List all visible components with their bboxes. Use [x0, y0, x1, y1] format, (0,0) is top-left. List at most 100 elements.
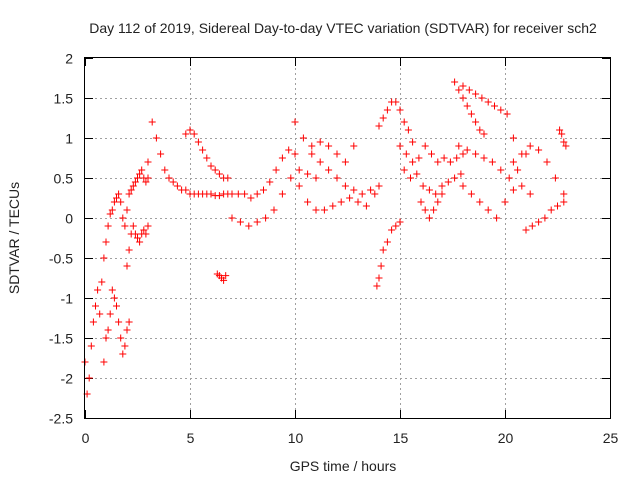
data-point [367, 186, 375, 194]
data-point [144, 158, 152, 166]
data-point [459, 82, 467, 90]
data-point [373, 282, 381, 290]
data-point [383, 238, 391, 246]
data-point [350, 142, 358, 150]
data-point [121, 222, 129, 230]
data-point [358, 190, 366, 198]
data-point [304, 198, 312, 206]
series-tail-23h [556, 126, 570, 150]
series-climb-14-to-15 [373, 218, 404, 290]
data-point [253, 218, 261, 226]
data-point [392, 98, 400, 106]
data-point [459, 94, 467, 102]
series-peak-18-to-20 [459, 82, 517, 142]
data-point [123, 206, 131, 214]
data-point [535, 218, 543, 226]
y-tick-label: -2 [61, 371, 74, 387]
data-point [329, 202, 337, 210]
data-point [115, 318, 123, 326]
y-tick-label: 1.5 [54, 91, 74, 107]
data-point [409, 158, 417, 166]
data-point [432, 190, 440, 198]
x-tick-label: 5 [187, 430, 195, 446]
data-point [488, 158, 496, 166]
data-point [89, 318, 97, 326]
data-point [272, 166, 280, 174]
x-tick-label: 20 [498, 430, 514, 446]
series-low-18-to-21 [459, 182, 534, 222]
data-point [438, 190, 446, 198]
data-point [484, 98, 492, 106]
data-point [337, 198, 345, 206]
data-point [169, 178, 177, 186]
data-point [457, 170, 465, 178]
data-point [113, 302, 120, 310]
data-point [491, 102, 498, 110]
data-point [131, 230, 139, 238]
data-point [142, 178, 150, 186]
data-point [320, 206, 328, 214]
data-point [377, 262, 385, 270]
data-point [140, 226, 148, 234]
data-point [115, 190, 123, 198]
data-point [333, 150, 341, 158]
data-point [526, 142, 534, 150]
data-point [493, 214, 501, 222]
data-point [407, 174, 414, 182]
data-point [194, 138, 202, 146]
data-point [472, 90, 480, 98]
data-point [211, 166, 219, 174]
data-point [509, 134, 517, 142]
data-point [312, 206, 320, 214]
data-point [125, 190, 133, 198]
series-early-low-branch [100, 286, 133, 366]
y-tick-label: 0 [65, 211, 73, 227]
data-point [119, 214, 127, 222]
x-tick-label: 25 [603, 430, 619, 446]
data-point [444, 178, 452, 186]
y-tick-label: -1 [61, 291, 74, 307]
data-point [144, 222, 152, 230]
data-point [451, 78, 459, 86]
data-point [333, 174, 341, 182]
data-point [270, 206, 278, 214]
y-tick-label: -0.5 [49, 251, 73, 267]
data-point [497, 166, 505, 174]
data-point [224, 174, 232, 182]
data-point [119, 350, 127, 358]
data-point [438, 182, 446, 190]
data-point [509, 186, 517, 194]
data-point [562, 142, 570, 150]
series-lower-band-15-to-18 [400, 166, 465, 198]
data-point [110, 198, 118, 206]
data-point [87, 342, 95, 350]
data-point [161, 166, 169, 174]
data-point [560, 190, 568, 198]
data-points [81, 78, 570, 398]
data-point [142, 230, 150, 238]
data-point [123, 262, 131, 270]
data-point [262, 214, 270, 222]
data-point [396, 218, 404, 226]
data-point [207, 190, 215, 198]
data-point [207, 162, 215, 170]
data-point [134, 174, 141, 182]
data-point [138, 166, 146, 174]
y-tick-label: -2.5 [49, 411, 73, 427]
data-point [362, 202, 370, 210]
data-point [430, 206, 438, 214]
data-point [108, 286, 116, 294]
data-point [455, 86, 463, 94]
data-point [440, 154, 448, 162]
data-point [190, 130, 198, 138]
data-point [554, 202, 561, 210]
data-point [260, 186, 267, 194]
data-point [236, 218, 244, 226]
data-point [388, 226, 396, 234]
data-point [98, 278, 106, 286]
data-point [396, 106, 404, 114]
data-point [518, 182, 526, 190]
data-point [308, 142, 316, 150]
data-point [316, 138, 324, 146]
data-point [285, 146, 293, 154]
